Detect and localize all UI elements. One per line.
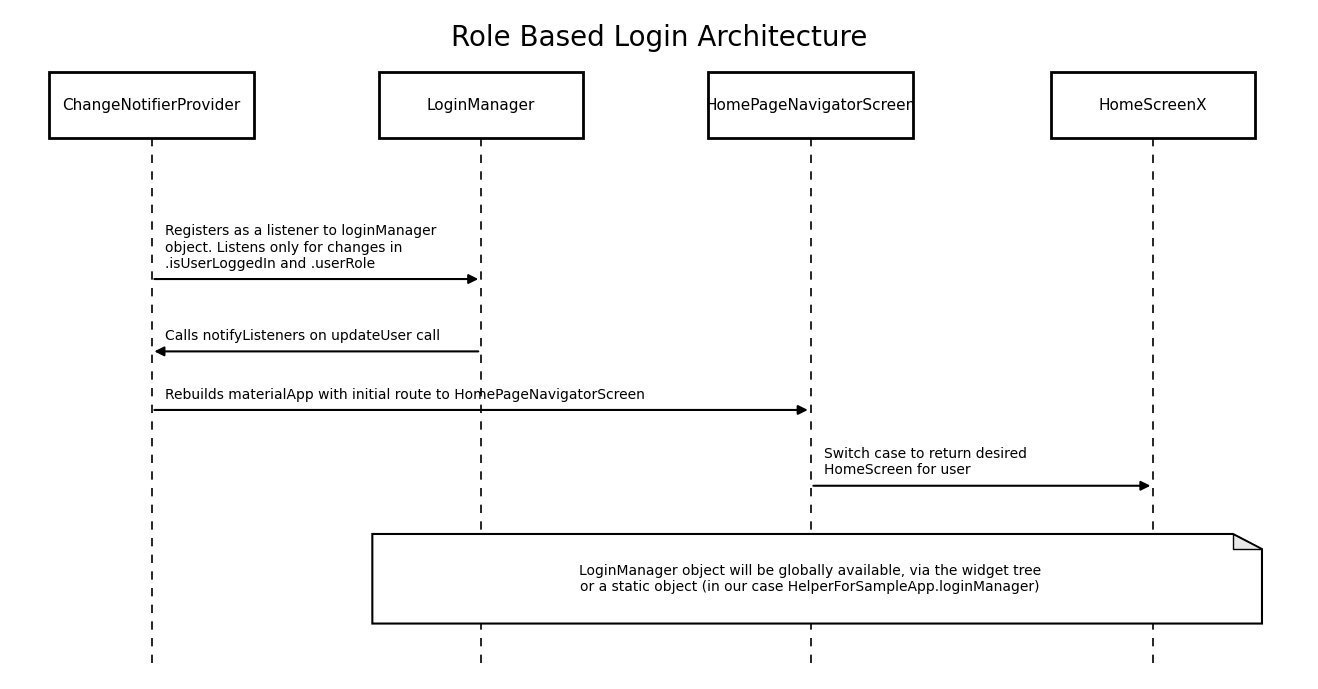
Text: Rebuilds materialApp with initial route to HomePageNavigatorScreen: Rebuilds materialApp with initial route …: [165, 388, 645, 402]
Text: Registers as a listener to loginManager
object. Listens only for changes in
.isU: Registers as a listener to loginManager …: [165, 225, 436, 271]
Polygon shape: [372, 534, 1263, 624]
Bar: [50, 72, 253, 138]
Text: LoginManager object will be globally available, via the widget tree
or a static : LoginManager object will be globally ava…: [579, 564, 1041, 594]
Text: HomePageNavigatorScreen: HomePageNavigatorScreen: [705, 98, 916, 112]
Text: LoginManager: LoginManager: [427, 98, 535, 112]
Text: ChangeNotifierProvider: ChangeNotifierProvider: [62, 98, 241, 112]
Text: Role Based Login Architecture: Role Based Login Architecture: [451, 24, 867, 52]
Bar: [1052, 72, 1255, 138]
Polygon shape: [1234, 534, 1263, 549]
Text: HomeScreenX: HomeScreenX: [1099, 98, 1207, 112]
Text: Switch case to return desired
HomeScreen for user: Switch case to return desired HomeScreen…: [824, 447, 1027, 477]
Text: Calls notifyListeners on updateUser call: Calls notifyListeners on updateUser call: [165, 329, 440, 343]
Bar: [380, 72, 584, 138]
Bar: [709, 72, 912, 138]
